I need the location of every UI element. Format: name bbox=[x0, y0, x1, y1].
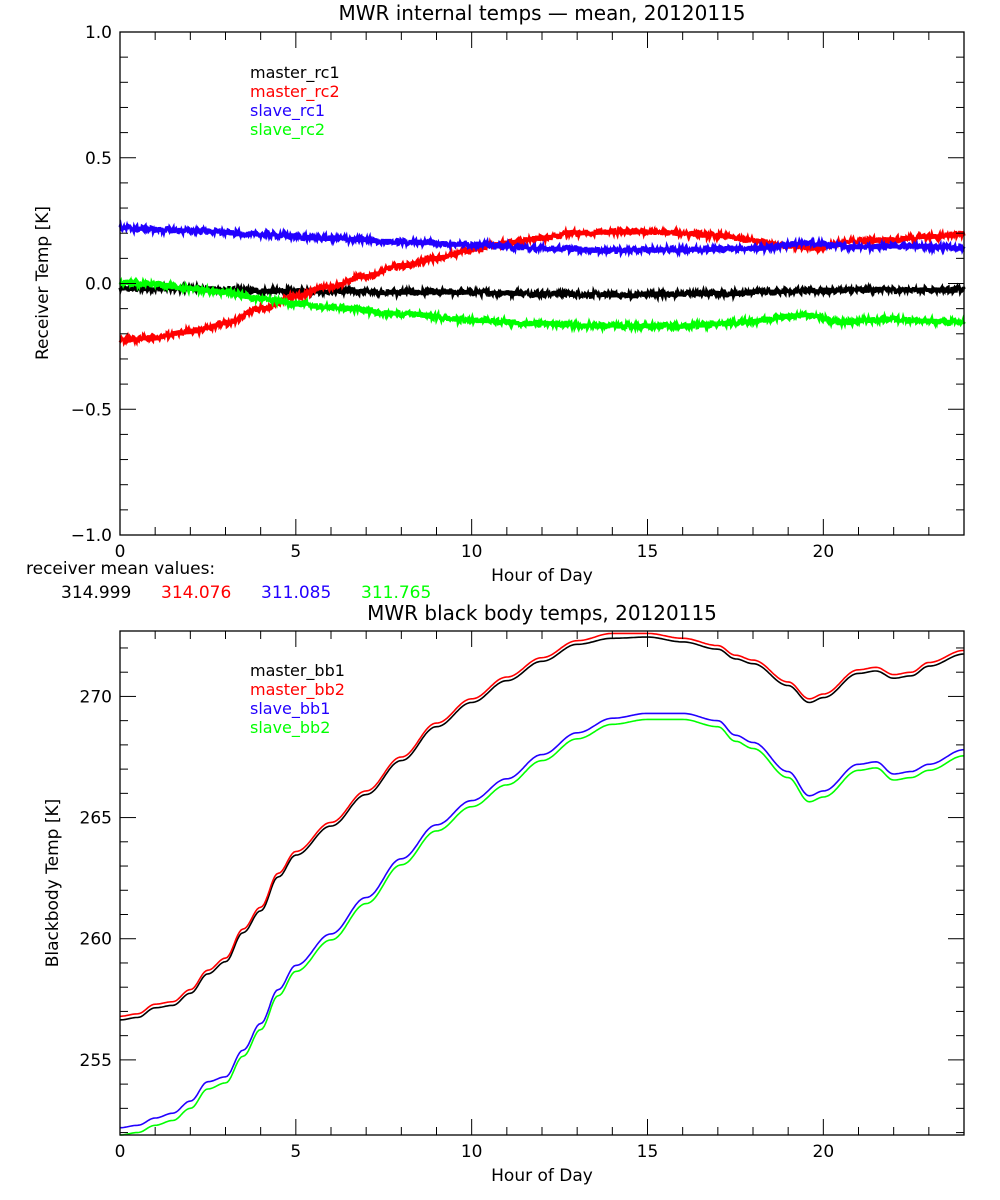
y-tick-label: 0.0 bbox=[85, 275, 112, 295]
x-tick-label: 0 bbox=[115, 542, 126, 562]
series-line-slave_bb2 bbox=[119, 718, 965, 1136]
blackbody-temp-chart: MWR black body temps, 20120115 Blackbody… bbox=[43, 601, 965, 1186]
legend-item-slave_bb2: slave_bb2 bbox=[250, 718, 330, 738]
x-tick-label: 10 bbox=[461, 1142, 483, 1162]
series-line-slave_bb1 bbox=[120, 712, 965, 1129]
legend-item-slave_rc1: slave_rc1 bbox=[250, 101, 325, 121]
x-tick-label: 5 bbox=[290, 1142, 301, 1162]
y-tick-label: 0.5 bbox=[85, 149, 112, 169]
receiver-mean-values: receiver mean values: 314.999 314.076 31… bbox=[26, 559, 431, 603]
x-tick-label: 15 bbox=[637, 542, 659, 562]
legend-item-slave_rc2: slave_rc2 bbox=[250, 120, 325, 140]
x-tick-label: 5 bbox=[290, 542, 301, 562]
series-layer bbox=[119, 632, 965, 1136]
x-tick-label: 0 bbox=[115, 1142, 126, 1162]
x-tick-label: 10 bbox=[461, 542, 483, 562]
receiver-mean-value: 314.076 bbox=[161, 583, 231, 603]
legend-item-master_bb1: master_bb1 bbox=[250, 661, 345, 681]
axes: 0 5 10 15 20 −1.0 −0.5 0.0 0.5 1.0 bbox=[71, 23, 965, 562]
receiver-mean-value: 311.765 bbox=[361, 583, 431, 603]
legend-item-slave_bb1: slave_bb1 bbox=[250, 699, 330, 719]
legend-item-master_rc2: master_rc2 bbox=[250, 82, 340, 102]
y-tick-label: −0.5 bbox=[71, 400, 112, 420]
series-layer bbox=[118, 219, 966, 348]
x-tick-label: 15 bbox=[637, 1142, 659, 1162]
series-line-master_rc1 bbox=[118, 279, 966, 304]
y-tick-label: 255 bbox=[80, 1051, 112, 1071]
x-tick-label: 20 bbox=[813, 1142, 835, 1162]
y-tick-label: 270 bbox=[80, 687, 112, 707]
series-line-master_rc2 bbox=[118, 224, 966, 348]
x-axis-label: Hour of Day bbox=[491, 1166, 593, 1186]
chart-title: MWR internal temps — mean, 20120115 bbox=[338, 1, 745, 25]
series-line-master_bb1 bbox=[119, 636, 965, 1021]
y-axis-label: Blackbody Temp [K] bbox=[43, 799, 63, 968]
legend-item-master_rc1: master_rc1 bbox=[250, 63, 340, 83]
receiver-temp-chart: MWR internal temps — mean, 20120115 Rece… bbox=[33, 1, 966, 586]
series-line-master_bb2 bbox=[119, 632, 965, 1018]
series-line-slave_rc1 bbox=[118, 219, 966, 259]
axes: 0 5 10 15 20 255 260 265 270 bbox=[80, 630, 965, 1162]
receiver-mean-label: receiver mean values: bbox=[26, 559, 215, 579]
plot-frame bbox=[119, 31, 965, 536]
y-tick-label: −1.0 bbox=[71, 526, 112, 546]
y-tick-label: 265 bbox=[80, 809, 112, 829]
plot-frame bbox=[119, 630, 965, 1136]
receiver-mean-value: 311.085 bbox=[261, 583, 331, 603]
y-tick-label: 1.0 bbox=[85, 23, 112, 43]
x-axis-label: Hour of Day bbox=[491, 566, 593, 586]
x-tick-label: 20 bbox=[813, 542, 835, 562]
chart-title: MWR black body temps, 20120115 bbox=[367, 601, 717, 625]
y-axis-label: Receiver Temp [K] bbox=[33, 206, 53, 360]
legend-item-master_bb2: master_bb2 bbox=[250, 680, 345, 700]
y-tick-label: 260 bbox=[80, 930, 112, 950]
series-line-slave_rc2 bbox=[118, 275, 966, 335]
receiver-mean-value: 314.999 bbox=[61, 583, 131, 603]
